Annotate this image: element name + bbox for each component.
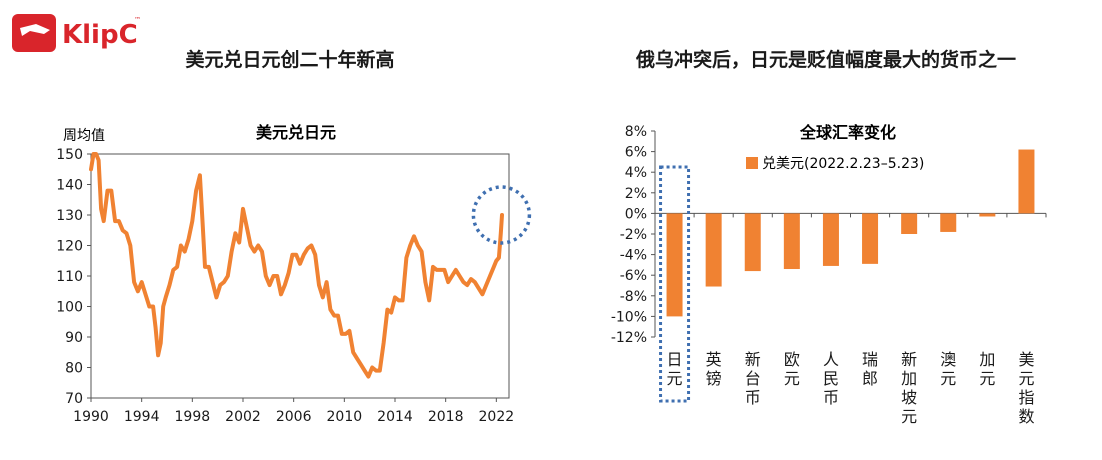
bar-category-label: 新台币 (745, 350, 761, 407)
line-x-tick-label: 1990 (73, 409, 109, 425)
line-x-tick-label: 1998 (175, 409, 211, 425)
brand-name: KlipC (62, 20, 138, 50)
line-y-tick-label: 90 (65, 330, 83, 346)
bar-y-tick-label: -10% (611, 309, 647, 325)
bar-category-label: 美元指数 (1018, 350, 1034, 426)
bar-chart: 全球汇率变化 兑美元(2022.2.23–5.23) 8% 6% 4% 2% 0% -2%… (611, 123, 1047, 426)
bar-category-label: 英镑 (706, 350, 722, 388)
bar-y-tick-label: -12% (611, 330, 647, 346)
line-x-tick-label: 2014 (377, 409, 413, 425)
highlight-circle (471, 185, 532, 245)
bar-category-label: 欧元 (784, 350, 800, 388)
bar-3 (744, 213, 761, 272)
line-y-tick-label: 110 (56, 269, 83, 285)
brand-tm: ™ (134, 16, 141, 24)
bar-y-tick-label: 8% (625, 124, 647, 140)
line-y-tick-label: 100 (56, 300, 83, 316)
bar-8 (940, 213, 957, 232)
bar-6 (862, 213, 879, 264)
bar-chart-title: 全球汇率变化 (799, 123, 896, 142)
line-y-tick-label: 70 (65, 391, 83, 407)
line-x-tick-label: 2022 (479, 409, 515, 425)
bar-y-axis: 8% 6% 4% 2% 0% -2% -4% -6% -8% -10% -12% (611, 124, 655, 346)
bar-series (666, 149, 1035, 317)
bar-category-label: 澳元 (940, 350, 956, 388)
line-y-axis: 70 80 90 100 110 120 130 140 150 (56, 147, 91, 407)
bar-legend: 兑美元(2022.2.23–5.23) (746, 156, 924, 172)
line-chart-ylabel: 周均值 (63, 128, 105, 144)
bar-y-tick-label: -4% (620, 248, 647, 264)
bar-2 (705, 213, 722, 287)
bar-y-tick-label: -6% (620, 268, 647, 284)
bar-4 (783, 213, 800, 270)
bar-9 (979, 213, 996, 217)
legend-swatch (746, 157, 758, 169)
bar-y-tick-label: 6% (625, 145, 647, 161)
left-panel-title: 美元兑日元创二十年新高 (185, 48, 394, 71)
right-panel-title: 俄乌冲突后，日元是贬值幅度最大的货币之一 (635, 48, 1016, 71)
line-x-tick-label: 1994 (124, 409, 160, 425)
logo-mark-icon (20, 24, 50, 36)
bar-7 (901, 213, 918, 234)
legend-label: 兑美元(2022.2.23–5.23) (762, 156, 924, 172)
line-y-tick-label: 120 (56, 239, 83, 255)
line-series-usdjpy (89, 152, 504, 379)
line-x-axis: 1990 1994 1998 2002 2006 2010 2014 2018 2022 (73, 398, 514, 425)
bar-y-tick-label: 2% (625, 186, 647, 202)
highlight-box (659, 165, 691, 403)
line-y-tick-label: 150 (56, 147, 83, 163)
logo-icon (12, 14, 56, 52)
line-x-tick-label: 2018 (428, 409, 464, 425)
bar-10 (1018, 149, 1035, 214)
bar-category-label: 瑞郎 (862, 350, 878, 388)
bar-category-label: 人民币 (823, 350, 839, 407)
bar-5 (822, 213, 839, 266)
bar-y-tick-label: -8% (620, 289, 647, 305)
line-y-tick-label: 140 (56, 178, 83, 194)
line-y-tick-label: 80 (65, 361, 83, 377)
bar-y-tick-label: -2% (620, 227, 647, 243)
line-chart-title: 美元兑日元 (256, 123, 336, 142)
bar-category-label: 加元 (979, 350, 995, 388)
line-x-tick-label: 2010 (327, 409, 363, 425)
bar-y-tick-label: 0% (625, 206, 647, 222)
bar-category-label: 日元 (667, 350, 683, 388)
bar-y-tick-label: 4% (625, 165, 647, 181)
brand-logo: KlipC ™ (12, 14, 141, 52)
bar-category-label: 新加坡元 (901, 350, 917, 426)
line-x-tick-label: 2002 (225, 409, 261, 425)
bar-1 (666, 213, 683, 317)
line-y-tick-label: 130 (56, 208, 83, 224)
line-x-tick-label: 2006 (276, 409, 312, 425)
